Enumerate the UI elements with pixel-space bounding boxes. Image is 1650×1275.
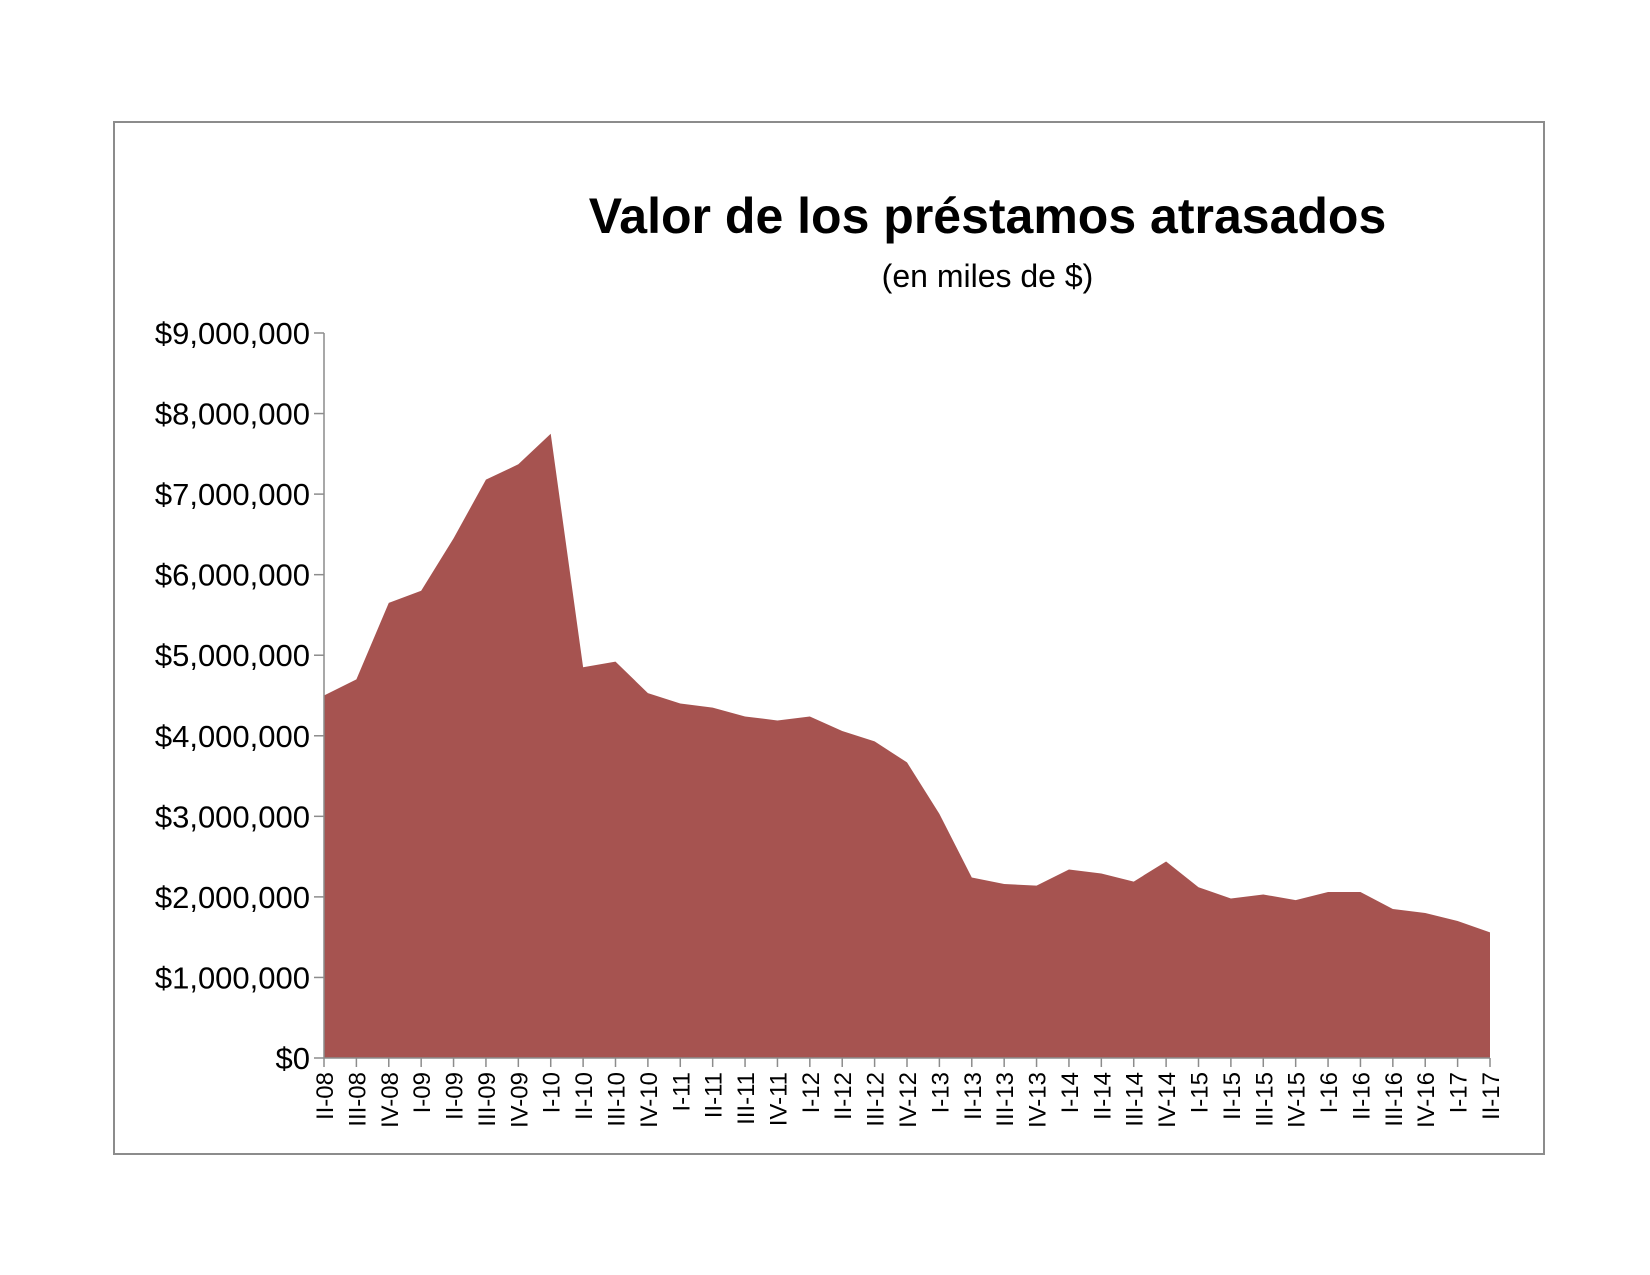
x-tick-label: II-15 [1219, 1072, 1246, 1120]
chart-subtitle: (en miles de $) [881, 258, 1094, 294]
y-tick-label: $3,000,000 [155, 799, 310, 834]
x-tick-label: I-15 [1187, 1072, 1214, 1113]
x-tick-label: II-17 [1478, 1072, 1505, 1120]
x-tick-label: I-13 [927, 1072, 954, 1113]
axis-layer [314, 332, 1491, 1067]
x-tick-label: III-11 [733, 1072, 760, 1125]
x-tick-label: I-12 [798, 1072, 825, 1113]
y-tick-label: $4,000,000 [155, 719, 310, 754]
area-series-0 [324, 433, 1490, 1058]
x-tick-label: III-08 [344, 1072, 371, 1127]
y-tick-label: $8,000,000 [155, 397, 310, 432]
x-tick-label: IV-14 [1154, 1072, 1181, 1128]
label-layer: $0 $1,000,000 $2,000,000 $3,000,000 $4,000,0… [155, 316, 1505, 1128]
x-tick-label: IV-10 [636, 1072, 663, 1128]
y-tick-label: $9,000,000 [155, 316, 310, 351]
y-tick-label: $2,000,000 [155, 880, 310, 915]
x-tick-label: II-11 [701, 1072, 728, 1118]
x-tick-label: IV-13 [1025, 1072, 1052, 1128]
x-tick-label: IV-08 [377, 1072, 404, 1128]
x-tick-label: II-12 [830, 1072, 857, 1120]
x-tick-label: III-13 [992, 1072, 1019, 1127]
x-tick-label: II-09 [442, 1072, 469, 1120]
x-tick-label: II-08 [312, 1072, 339, 1120]
x-tick-label: IV-15 [1284, 1072, 1311, 1128]
x-tick-label: IV-16 [1413, 1072, 1440, 1128]
y-tick-label: $0 [276, 1041, 310, 1076]
x-tick-label: IV-09 [506, 1072, 533, 1128]
x-tick-label: I-14 [1057, 1072, 1084, 1113]
y-tick-label: $7,000,000 [155, 477, 310, 512]
x-tick-label: II-13 [960, 1072, 987, 1120]
y-tick-label: $1,000,000 [155, 960, 310, 995]
x-tick-label: IV-12 [895, 1072, 922, 1128]
x-tick-label: I-11 [668, 1072, 695, 1112]
x-tick-label: III-09 [474, 1072, 501, 1127]
chart-title: Valor de los préstamos atrasados [588, 188, 1387, 244]
x-tick-label: I-09 [409, 1072, 436, 1113]
x-tick-label: III-12 [863, 1072, 890, 1127]
x-tick-label: III-10 [604, 1072, 631, 1127]
x-tick-label: IV-11 [765, 1072, 792, 1126]
x-tick-label: I-17 [1446, 1072, 1473, 1113]
x-tick-label: III-14 [1122, 1072, 1149, 1127]
y-tick-label: $5,000,000 [155, 638, 310, 673]
x-tick-label: III-16 [1381, 1072, 1408, 1127]
x-tick-label: I-10 [539, 1072, 566, 1113]
area-layer [323, 433, 1491, 1058]
x-tick-label: III-15 [1251, 1072, 1278, 1127]
x-tick-label: II-10 [571, 1072, 598, 1120]
y-tick-label: $6,000,000 [155, 558, 310, 593]
x-tick-label: I-16 [1316, 1072, 1343, 1113]
x-tick-label: II-14 [1089, 1072, 1116, 1120]
x-tick-label: II-16 [1348, 1072, 1375, 1120]
